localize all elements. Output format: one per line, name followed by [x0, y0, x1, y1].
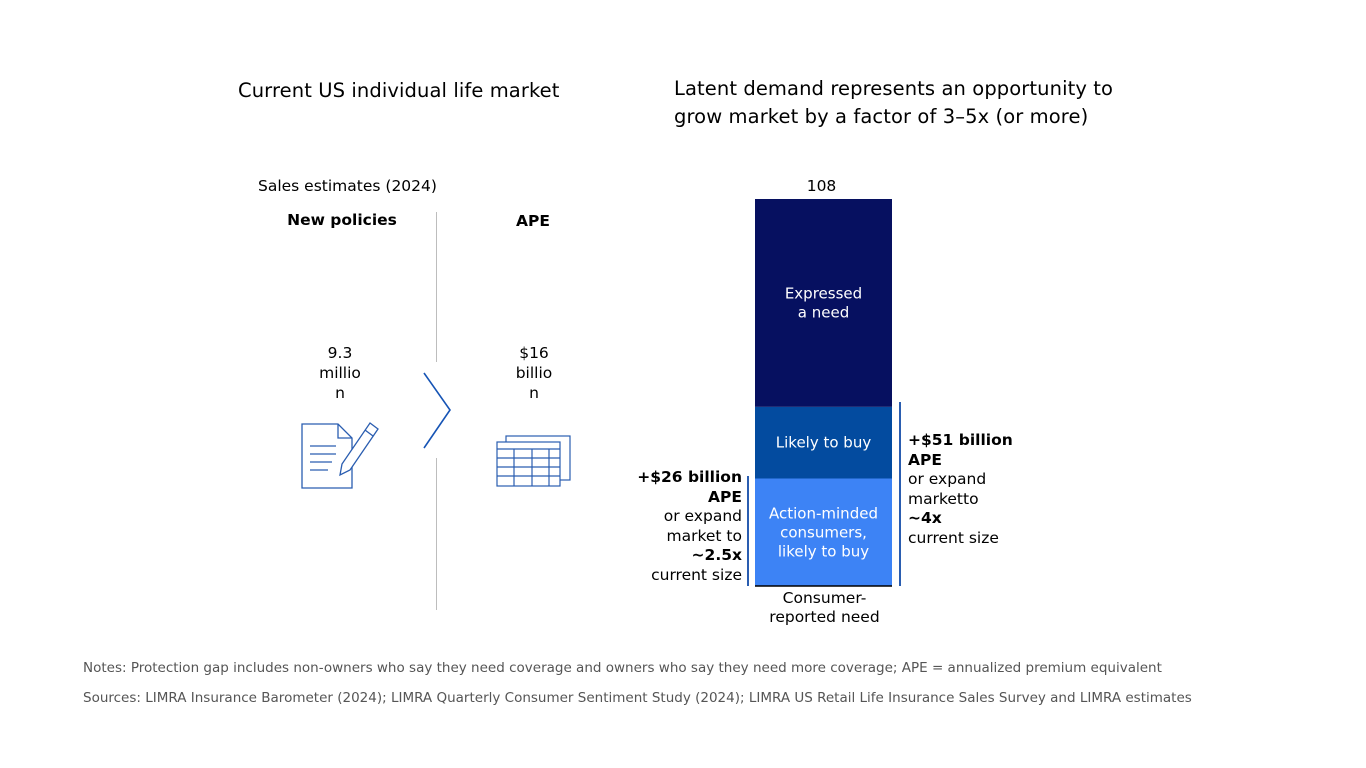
- bar-segment-label: consumers,: [780, 523, 867, 541]
- ape-value-line: n: [529, 384, 539, 402]
- footer-sources: Sources: LIMRA Insurance Barometer (2024…: [83, 690, 1192, 706]
- bracket-right-text: marketto: [908, 489, 979, 508]
- new-policies-value-line: 9.3: [327, 344, 353, 362]
- bar-segment-label: Expressed: [785, 284, 862, 302]
- new-policies-header: New policies: [287, 211, 397, 229]
- bracket-right-annotation: +$51 billion APE or expand marketto ~4x …: [908, 431, 1048, 549]
- bracket-left-text: market to: [666, 526, 743, 545]
- bracket-left-amount: +$26 billion: [637, 468, 742, 486]
- new-policies-value: 9.3 millio n: [300, 343, 380, 403]
- ape-value-line: $16: [519, 344, 549, 362]
- sales-estimates-subtitle: Sales estimates (2024): [258, 177, 437, 195]
- bracket-right-amount: +$51 billion: [908, 431, 1013, 449]
- bracket-left-multiplier: ~2.5x: [691, 546, 742, 565]
- bracket-left-annotation: +$26 billion APE or expand market to ~2.…: [612, 468, 742, 586]
- stacked-bar-chart: Action-minded consumers, likely to buy Like…: [640, 170, 1060, 630]
- bar-segment-2: [755, 199, 892, 407]
- bar-total-label: 108: [807, 177, 837, 195]
- document-pen-icon: [298, 420, 382, 496]
- right-title-line: Latent demand represents an opportunity …: [674, 77, 1114, 100]
- spreadsheet-icon: [494, 434, 574, 494]
- bar-segment-label: likely to buy: [778, 542, 869, 560]
- divider-line-top: [436, 212, 437, 362]
- bracket-left-text: current size: [651, 565, 742, 584]
- bar-segment-label: a need: [798, 303, 849, 321]
- ape-value: $16 billio n: [494, 343, 574, 403]
- bar-segment-0: [755, 478, 892, 586]
- bar-segment-1: [755, 406, 892, 479]
- bracket-left-line: [747, 476, 749, 586]
- bracket-right-ape: APE: [908, 450, 942, 469]
- right-section-title: Latent demand represents an opportunity …: [674, 75, 1113, 131]
- bracket-right-text: current size: [908, 528, 999, 547]
- chevron-right-icon: [422, 372, 454, 454]
- divider-line-bottom: [436, 458, 437, 610]
- ape-header: APE: [516, 212, 550, 230]
- new-policies-value-line: millio: [319, 364, 361, 382]
- bracket-right-line: [899, 402, 901, 586]
- bracket-left-text: or expand: [663, 507, 742, 526]
- bracket-right-text: or expand: [908, 470, 987, 489]
- bar-segment-label: Likely to buy: [776, 434, 872, 452]
- ape-value-line: billio: [515, 364, 553, 382]
- right-title-line: grow market by a factor of 3–5x (or more…: [674, 105, 1089, 128]
- category-label: Consumer-: [783, 589, 867, 607]
- bracket-left-ape: APE: [708, 487, 742, 506]
- bracket-right-multiplier: ~4x: [908, 509, 942, 528]
- footer-notes: Notes: Protection gap includes non-owner…: [83, 660, 1162, 676]
- left-section-title: Current US individual life market: [238, 79, 560, 102]
- new-policies-value-line: n: [335, 384, 345, 402]
- bar-segment-label: Action-minded: [769, 504, 878, 522]
- category-label: reported need: [769, 608, 879, 626]
